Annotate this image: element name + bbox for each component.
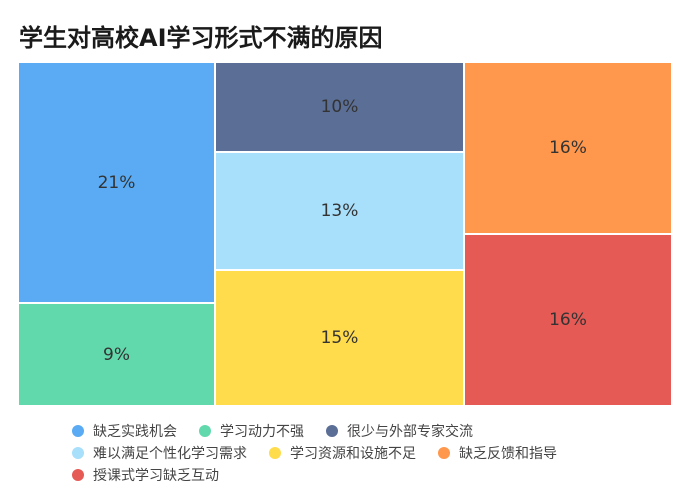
legend-dot-icon bbox=[199, 425, 211, 437]
chart-legend: 缺乏实践机会 学习动力不强 很少与外部专家交流难以满足个性化学习需求 学习资源和设施不… bbox=[72, 420, 672, 486]
cell-value-label: 16% bbox=[549, 310, 587, 330]
treemap-cell[interactable]: 9% bbox=[19, 304, 214, 405]
legend-label: 缺乏实践机会 bbox=[93, 424, 177, 440]
legend-dot-icon bbox=[269, 447, 281, 459]
legend-label: 学习动力不强 bbox=[220, 424, 304, 440]
legend-dot-icon bbox=[72, 469, 84, 481]
cell-value-label: 9% bbox=[103, 344, 130, 365]
legend-dot-icon bbox=[438, 447, 450, 459]
cell-value-label: 10% bbox=[320, 97, 359, 117]
legend-item[interactable]: 很少与外部专家交流 bbox=[326, 421, 473, 441]
treemap-cell[interactable]: 16% bbox=[465, 63, 671, 233]
cell-value-label: 15% bbox=[320, 328, 359, 348]
treemap-cell[interactable]: 21% bbox=[19, 63, 214, 302]
legend-item[interactable]: 学习动力不强 bbox=[199, 421, 304, 441]
chart-title: 学生对高校AI学习形式不满的原因 bbox=[19, 24, 383, 52]
legend-dot-icon bbox=[72, 447, 84, 459]
legend-label: 很少与外部专家交流 bbox=[347, 424, 473, 440]
legend-label: 学习资源和设施不足 bbox=[290, 446, 416, 462]
treemap-cell[interactable]: 15% bbox=[216, 271, 463, 405]
treemap-cell[interactable]: 16% bbox=[465, 235, 671, 405]
treemap-cell[interactable]: 13% bbox=[216, 153, 463, 269]
legend-item[interactable]: 授课式学习缺乏互动 bbox=[72, 465, 219, 485]
legend-item[interactable]: 难以满足个性化学习需求 bbox=[72, 443, 247, 463]
legend-label: 缺乏反馈和指导 bbox=[459, 446, 557, 462]
legend-row: 难以满足个性化学习需求 学习资源和设施不足 缺乏反馈和指导 bbox=[72, 442, 672, 464]
legend-item[interactable]: 学习资源和设施不足 bbox=[269, 443, 416, 463]
legend-label: 授课式学习缺乏互动 bbox=[93, 468, 219, 484]
legend-label: 难以满足个性化学习需求 bbox=[93, 446, 247, 462]
treemap-chart: 21% 9% 10% 13% 15% 16% 16% bbox=[19, 63, 671, 405]
cell-value-label: 21% bbox=[97, 172, 136, 193]
legend-item[interactable]: 缺乏反馈和指导 bbox=[438, 443, 557, 463]
legend-row: 缺乏实践机会 学习动力不强 很少与外部专家交流 bbox=[72, 420, 672, 442]
legend-dot-icon bbox=[326, 425, 338, 437]
cell-value-label: 13% bbox=[320, 201, 359, 221]
treemap-cell[interactable]: 10% bbox=[216, 63, 463, 151]
legend-item[interactable]: 缺乏实践机会 bbox=[72, 421, 177, 441]
legend-row: 授课式学习缺乏互动 bbox=[72, 464, 672, 486]
legend-dot-icon bbox=[72, 425, 84, 437]
cell-value-label: 16% bbox=[549, 138, 587, 158]
